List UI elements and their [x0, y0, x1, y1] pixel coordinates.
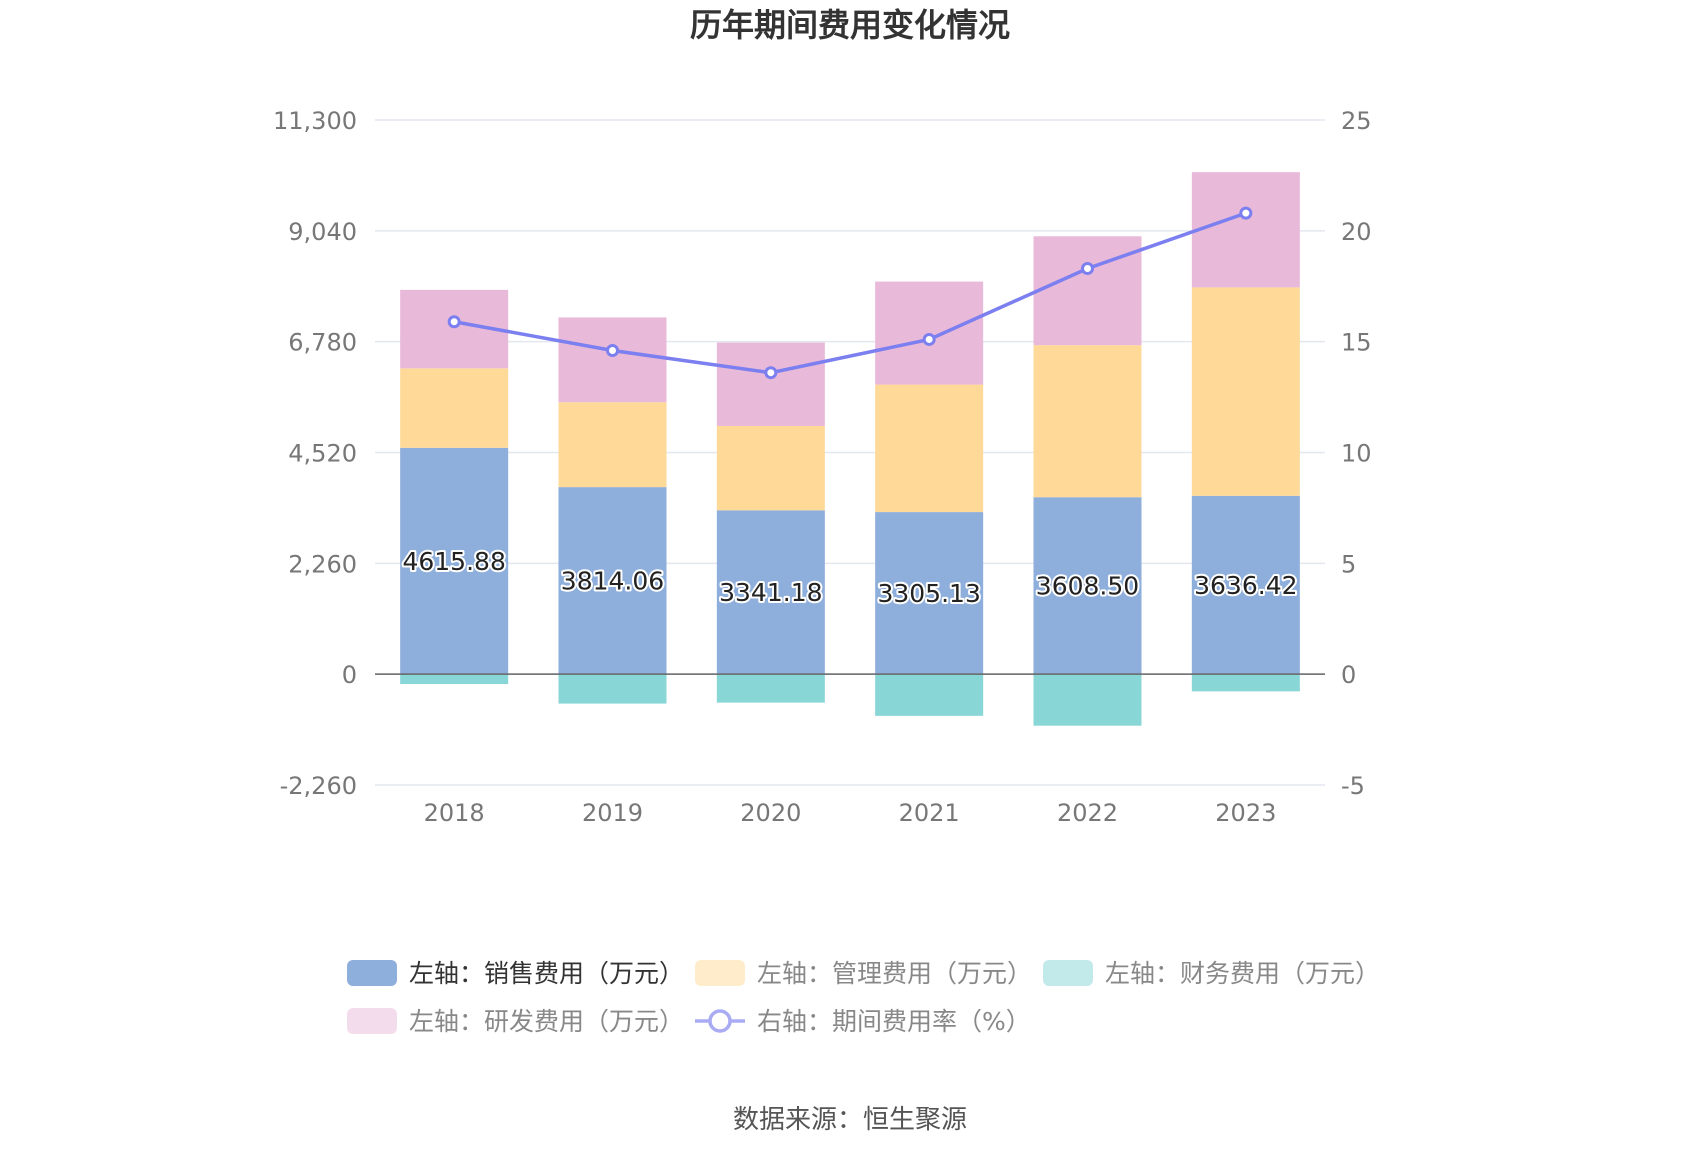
legend-item[interactable]: 左轴：研发费用（万元）: [347, 1007, 684, 1036]
left-axis: 11,300 9,040 6,780 4,520 2,260 0 -2,260: [273, 107, 357, 800]
bar: [1191, 172, 1300, 288]
x-tick-label: 2023: [1215, 799, 1276, 827]
data-labels: 4615.88 3814.06 3341.18 3305.13 3608.50 3636.…: [400, 545, 1299, 610]
bar: [558, 674, 667, 704]
bar-data-label: 3608.50: [1036, 572, 1139, 601]
line-point: [447, 315, 461, 329]
left-tick-label: 4,520: [288, 440, 357, 468]
legend: 左轴：销售费用（万元） 左轴：管理费用（万元） 左轴：财务费用（万元） 左轴：研发费用…: [347, 959, 1380, 1036]
line-point: [1239, 206, 1253, 220]
bar: [716, 510, 825, 675]
bar: [558, 487, 667, 675]
left-tick-label: 2,260: [288, 550, 357, 578]
bar: [1033, 497, 1142, 675]
legend-item[interactable]: 左轴：销售费用（万元）: [347, 959, 684, 988]
bar: [875, 674, 984, 716]
bar-series: [400, 172, 1300, 726]
legend-swatch: [1043, 960, 1093, 986]
bar: [875, 384, 984, 513]
grid-lines: [375, 119, 1325, 786]
left-tick-label: -2,260: [280, 772, 357, 800]
left-tick-label: 0: [342, 661, 357, 689]
bar-data-label: 3341.18: [719, 578, 822, 607]
legend-label: 左轴：管理费用（万元）: [757, 959, 1032, 988]
right-tick-label: 25: [1341, 107, 1372, 135]
bar: [400, 674, 509, 684]
bar-data-label: 3305.13: [877, 579, 980, 608]
legend-swatch: [347, 1008, 397, 1034]
x-axis: 2018 2019 2020 2021 2022 2023: [424, 799, 1277, 827]
left-tick-label: 11,300: [273, 107, 357, 135]
right-axis: 25 20 15 10 5 0 -5: [1341, 107, 1372, 800]
right-tick-label: 0: [1341, 661, 1356, 689]
bar: [400, 447, 509, 675]
bar: [558, 402, 667, 488]
x-tick-label: 2018: [424, 799, 485, 827]
line-point: [922, 332, 936, 346]
bar: [1033, 236, 1142, 346]
bar: [1191, 674, 1300, 692]
left-tick-label: 9,040: [288, 218, 357, 246]
legend-item[interactable]: 左轴：财务费用（万元）: [1043, 959, 1380, 988]
bar: [1191, 495, 1300, 675]
right-tick-label: -5: [1341, 772, 1365, 800]
bar: [716, 342, 825, 426]
bar-data-label: 3814.06: [561, 567, 664, 596]
rate-line: [453, 211, 1247, 375]
line-point: [606, 344, 619, 358]
bar: [716, 674, 825, 703]
x-tick-label: 2022: [1057, 799, 1118, 827]
right-tick-label: 15: [1341, 329, 1372, 357]
chart-title: 历年期间费用变化情况: [690, 6, 1010, 44]
x-tick-label: 2021: [899, 799, 960, 827]
x-tick-label: 2020: [740, 799, 801, 827]
legend-swatch: [347, 960, 397, 986]
legend-swatch: [695, 960, 745, 986]
bar: [875, 512, 984, 675]
bar: [1033, 674, 1142, 726]
rate-line-series: [447, 206, 1253, 380]
bar: [400, 368, 509, 448]
chart-source: 数据来源：恒生聚源: [733, 1105, 967, 1135]
legend-point-swatch: [708, 1009, 732, 1033]
bar: [716, 425, 825, 511]
right-tick-label: 20: [1341, 218, 1372, 246]
bar: [558, 317, 667, 403]
bar: [1191, 287, 1300, 496]
line-point: [1081, 262, 1094, 276]
legend-label: 右轴：期间费用率（%）: [757, 1007, 1031, 1036]
legend-item[interactable]: 左轴：管理费用（万元）: [695, 959, 1032, 988]
left-tick-label: 6,780: [288, 329, 357, 357]
right-tick-label: 5: [1341, 550, 1356, 578]
bar-data-label: 3636.42: [1194, 571, 1297, 600]
legend-label: 左轴：销售费用（万元）: [409, 959, 684, 988]
legend-item[interactable]: 右轴：期间费用率（%）: [695, 1007, 1031, 1036]
bar-data-label: 4615.88: [402, 547, 505, 576]
right-tick-label: 10: [1341, 440, 1372, 468]
legend-label: 左轴：财务费用（万元）: [1105, 959, 1380, 988]
bar: [1033, 345, 1142, 498]
x-tick-label: 2019: [582, 799, 643, 827]
legend-label: 左轴：研发费用（万元）: [409, 1007, 684, 1036]
line-point: [764, 366, 778, 380]
